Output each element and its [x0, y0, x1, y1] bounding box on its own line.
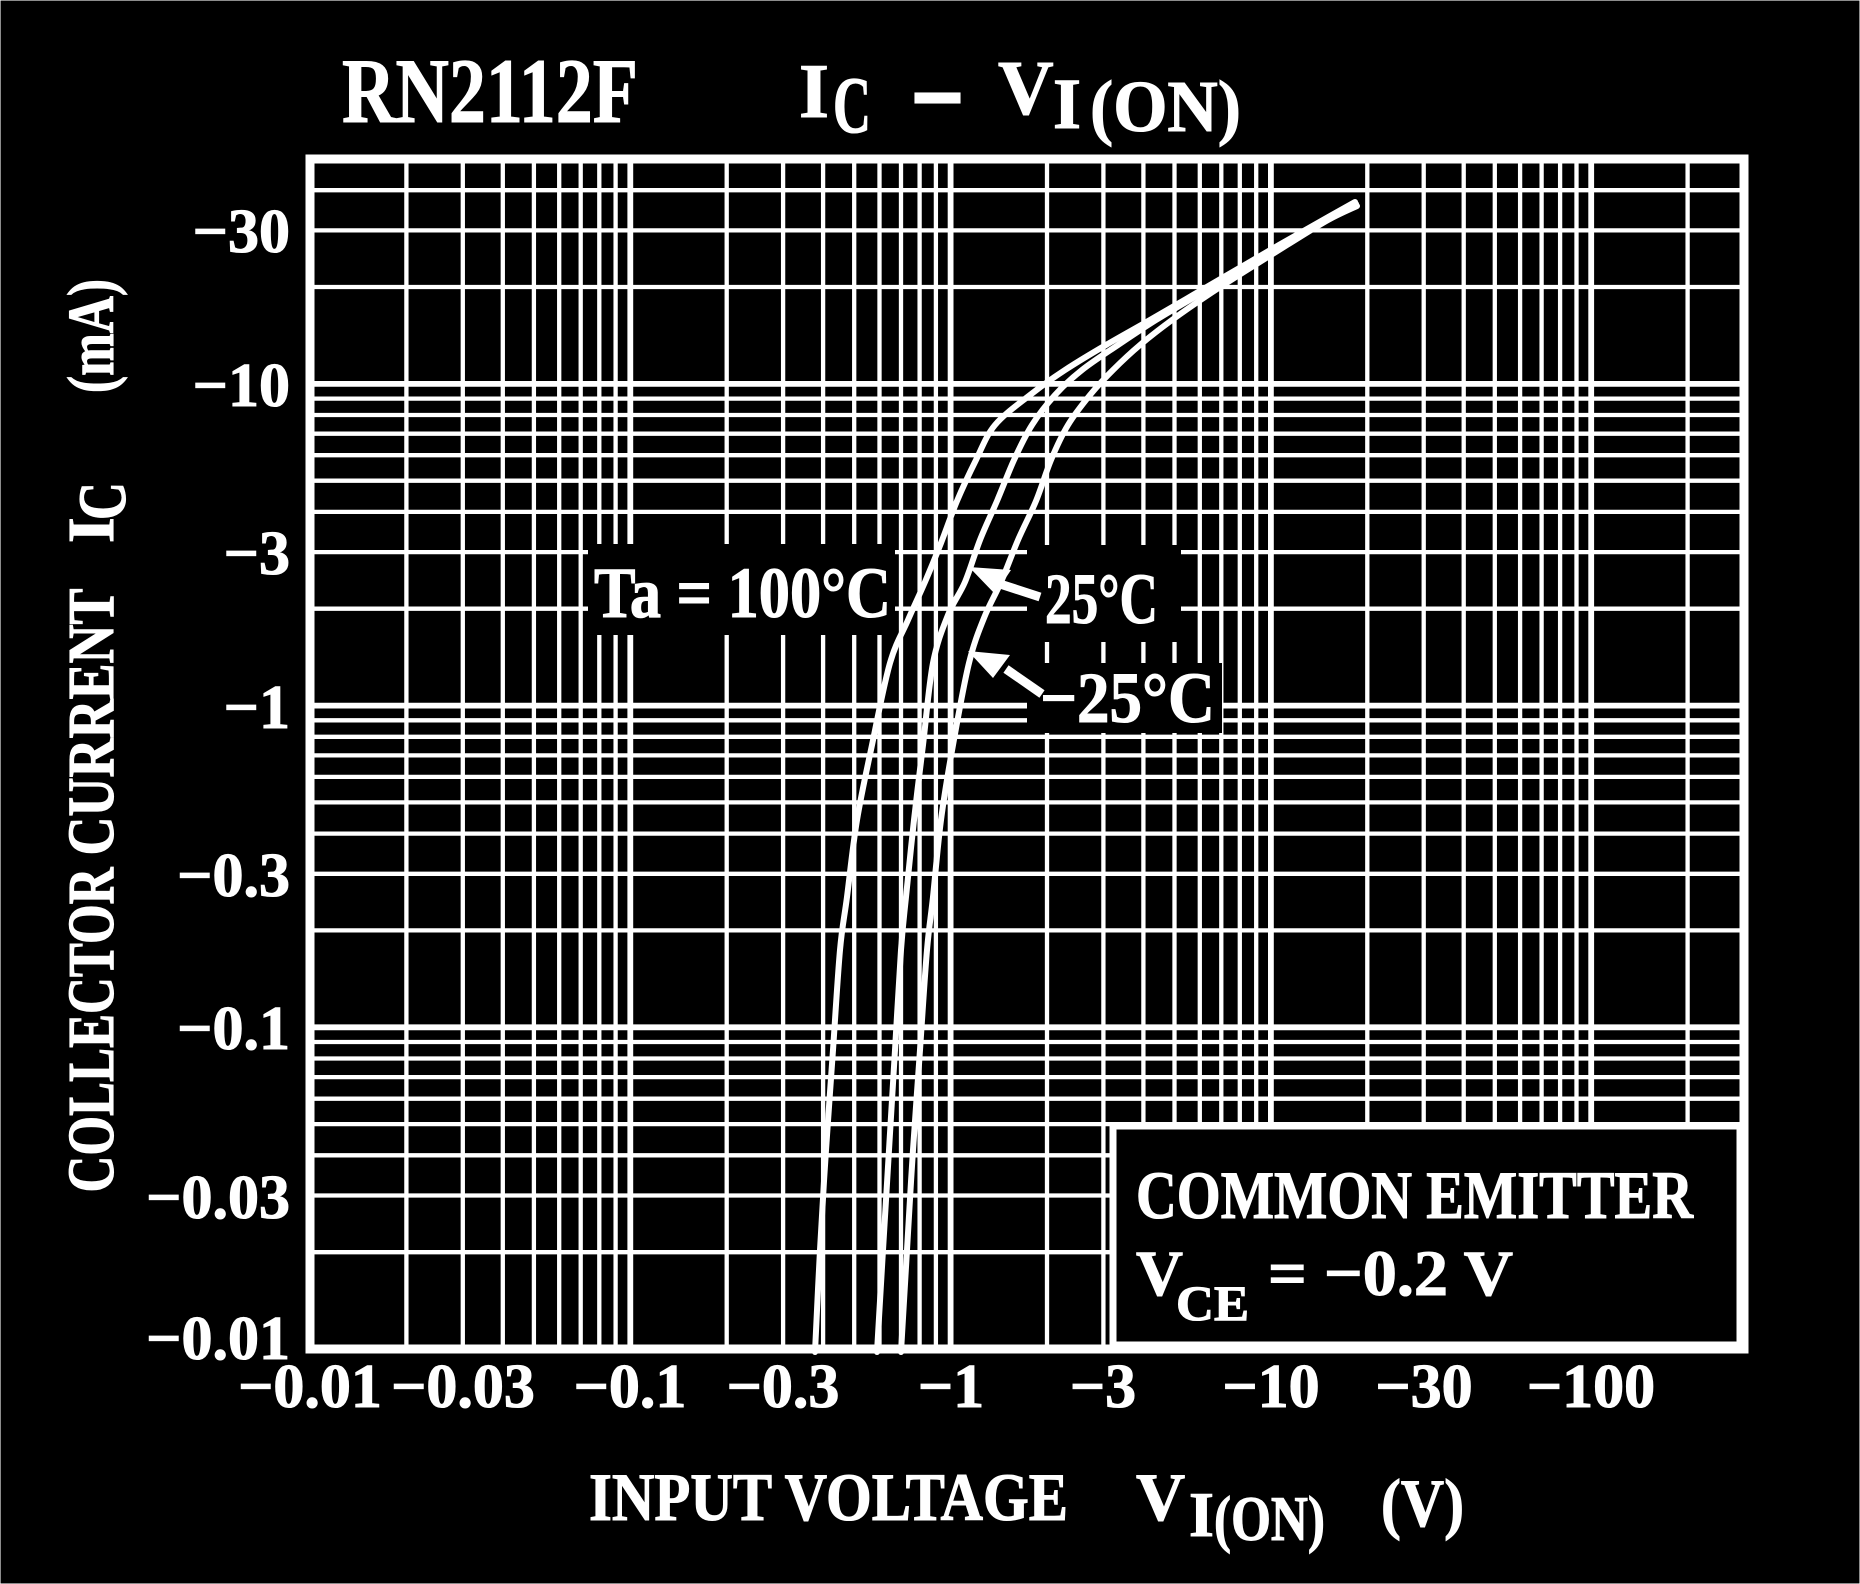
svg-text:(ON): (ON): [1090, 66, 1241, 147]
svg-text:−0.03: −0.03: [146, 1164, 290, 1232]
svg-text:−0.01: −0.01: [146, 1305, 290, 1373]
svg-text:V: V: [1136, 1459, 1185, 1535]
svg-text:−0.03: −0.03: [391, 1353, 535, 1421]
svg-text:−0.3: −0.3: [727, 1353, 840, 1421]
svg-text:I: I: [55, 517, 128, 543]
svg-text:−30: −30: [193, 198, 290, 266]
svg-text:RN2112F: RN2112F: [342, 40, 638, 142]
svg-text:−3: −3: [1070, 1353, 1136, 1421]
svg-text:(ON): (ON): [1214, 1483, 1325, 1554]
svg-text:INPUT VOLTAGE: INPUT VOLTAGE: [589, 1459, 1068, 1535]
svg-text:I: I: [1189, 1479, 1214, 1550]
svg-text:−10: −10: [193, 352, 290, 420]
svg-text:−1: −1: [224, 674, 290, 742]
svg-text:COLLECTOR: COLLECTOR: [55, 866, 128, 1192]
svg-text:25°C: 25°C: [1045, 559, 1158, 639]
svg-text:−100: −100: [1527, 1353, 1655, 1421]
svg-text:−3: −3: [224, 520, 290, 588]
svg-text:CURRENT: CURRENT: [55, 589, 128, 856]
svg-text:−0.1: −0.1: [574, 1353, 687, 1421]
svg-text:CE: CE: [1176, 1275, 1249, 1331]
svg-text:(mA): (mA): [55, 279, 128, 393]
svg-text:COMMON EMITTER: COMMON EMITTER: [1136, 1157, 1694, 1233]
svg-text:I: I: [1053, 64, 1081, 144]
svg-text:C: C: [833, 62, 871, 150]
svg-text:−10: −10: [1222, 1353, 1319, 1421]
svg-text:−0.1: −0.1: [177, 995, 290, 1063]
svg-text:−0.3: −0.3: [177, 842, 290, 910]
svg-text:−30: −30: [1375, 1353, 1472, 1421]
svg-text:−25°C: −25°C: [1040, 658, 1215, 738]
svg-text:−0.01: −0.01: [238, 1353, 382, 1421]
svg-text:I: I: [799, 48, 829, 134]
svg-text:V: V: [998, 45, 1054, 131]
svg-text:= −0.2 V: = −0.2 V: [1268, 1238, 1513, 1310]
svg-text:−1: −1: [918, 1353, 984, 1421]
svg-text:C: C: [64, 482, 140, 520]
svg-text:(V): (V): [1381, 1465, 1464, 1541]
svg-text:Ta = 100°C: Ta = 100°C: [594, 553, 891, 633]
svg-text:V: V: [1136, 1238, 1183, 1310]
